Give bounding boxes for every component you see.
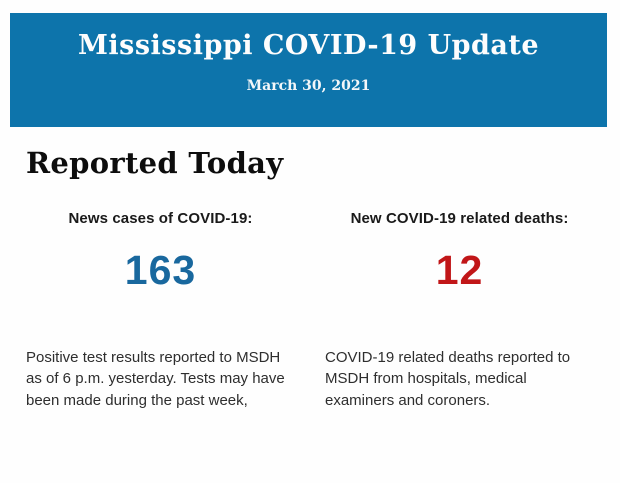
content-area: Reported Today News cases of COVID-19: 1… xyxy=(0,127,620,411)
new-deaths-label: New COVID-19 related deaths: xyxy=(350,210,569,227)
new-deaths-description: COVID-19 related deaths reported to MSDH… xyxy=(325,349,571,409)
new-cases-description: Positive test results reported to MSDH a… xyxy=(26,349,285,409)
new-cases-label: News cases of COVID-19: xyxy=(68,210,253,227)
stat-new-cases: News cases of COVID-19: 163 Positive tes… xyxy=(26,210,295,411)
section-heading: Reported Today xyxy=(26,146,284,180)
stats-row: News cases of COVID-19: 163 Positive tes… xyxy=(26,210,594,411)
page-title: Mississippi COVID-19 Update xyxy=(77,30,540,61)
report-date: March 30, 2021 xyxy=(246,78,371,94)
new-cases-value: 163 xyxy=(124,247,197,293)
new-deaths-value: 12 xyxy=(435,247,484,293)
stat-new-deaths: New COVID-19 related deaths: 12 COVID-19… xyxy=(325,210,594,411)
header-banner: Mississippi COVID-19 Update March 30, 20… xyxy=(10,13,607,127)
